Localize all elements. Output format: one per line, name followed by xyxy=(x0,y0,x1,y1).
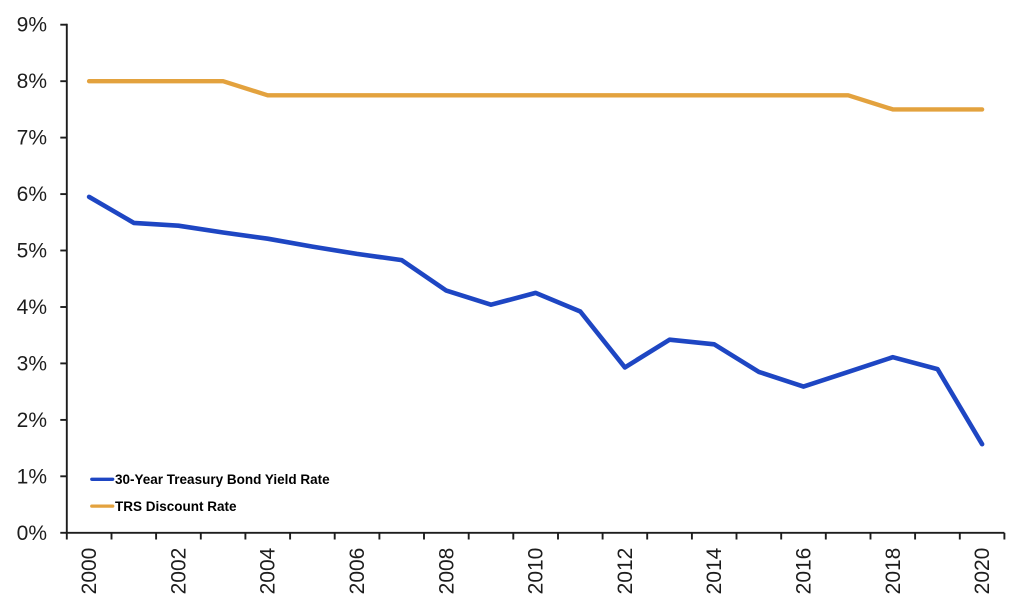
svg-text:2%: 2% xyxy=(17,409,47,432)
svg-text:6%: 6% xyxy=(17,183,47,206)
svg-text:0%: 0% xyxy=(17,522,47,545)
svg-text:7%: 7% xyxy=(17,127,47,150)
svg-text:2016: 2016 xyxy=(793,548,816,595)
svg-text:TRS Discount Rate: TRS Discount Rate xyxy=(115,499,237,514)
svg-text:8%: 8% xyxy=(17,70,47,93)
svg-text:2004: 2004 xyxy=(257,547,280,594)
svg-text:2010: 2010 xyxy=(525,548,548,595)
svg-text:2020: 2020 xyxy=(971,548,994,595)
svg-text:2014: 2014 xyxy=(703,547,726,594)
svg-text:9%: 9% xyxy=(17,14,47,37)
svg-text:2000: 2000 xyxy=(78,548,101,595)
svg-text:2002: 2002 xyxy=(167,548,190,595)
svg-text:2006: 2006 xyxy=(346,548,369,595)
svg-text:1%: 1% xyxy=(17,465,47,488)
svg-text:3%: 3% xyxy=(17,352,47,375)
svg-text:5%: 5% xyxy=(17,240,47,263)
svg-text:4%: 4% xyxy=(17,296,47,319)
svg-text:2012: 2012 xyxy=(614,548,637,595)
svg-text:2008: 2008 xyxy=(435,548,458,595)
svg-text:2018: 2018 xyxy=(882,548,905,595)
svg-text:30-Year Treasury Bond Yield Ra: 30-Year Treasury Bond Yield Rate xyxy=(115,472,330,487)
